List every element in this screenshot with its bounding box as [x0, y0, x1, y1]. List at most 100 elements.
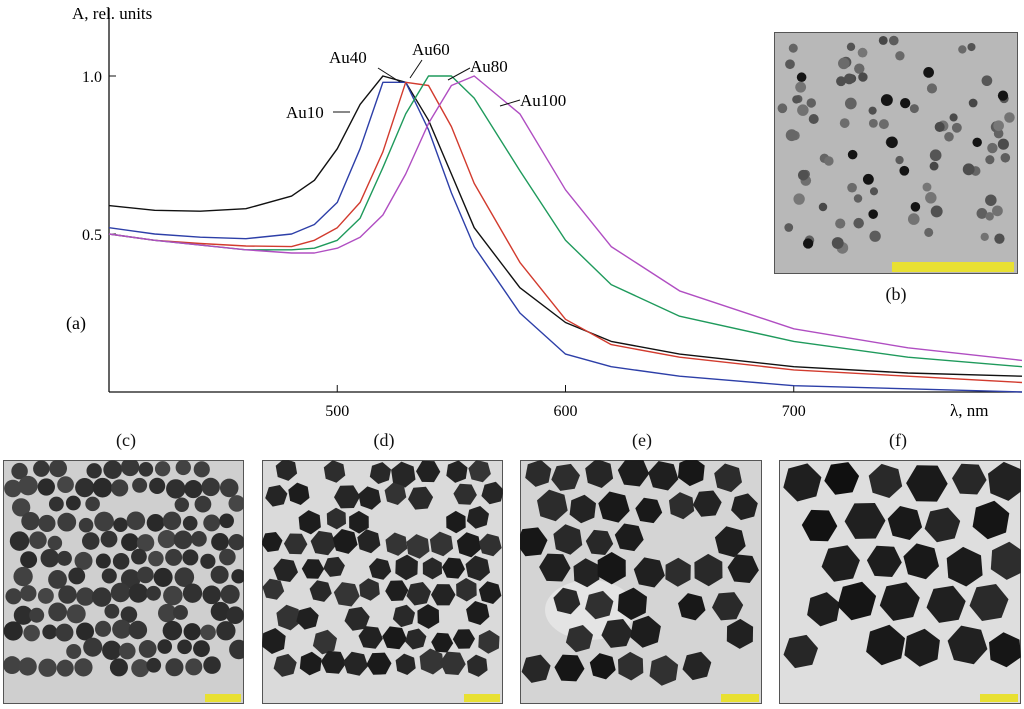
nanoparticle — [13, 605, 33, 625]
nanoparticle — [601, 619, 633, 648]
nanoparticle — [868, 106, 877, 115]
nanoparticle — [990, 541, 1024, 580]
nanoparticle — [525, 459, 552, 487]
panel-label-e: (e) — [632, 430, 652, 450]
nanoparticle — [980, 232, 989, 241]
nanoparticle — [121, 533, 139, 552]
nanoparticle — [310, 530, 337, 556]
y-axis-label: A, rel. units — [72, 4, 152, 23]
nanoparticle — [467, 654, 488, 677]
nanoparticle — [193, 640, 210, 658]
nanoparticle — [465, 555, 490, 581]
nanoparticle — [565, 625, 593, 653]
nanoparticle — [182, 583, 203, 603]
nanoparticle — [617, 587, 647, 620]
series-label-au40-leader — [377, 67, 401, 83]
nanoparticle — [56, 659, 74, 677]
nanoparticle — [326, 507, 346, 530]
nanoparticle — [226, 606, 245, 625]
nanoparticle — [446, 460, 468, 483]
nanoparticle — [839, 118, 850, 128]
series-label-au80-leader — [447, 67, 471, 81]
nanoparticle — [92, 477, 113, 498]
nanoparticle — [866, 624, 905, 666]
nanoparticle — [120, 569, 141, 589]
nanoparticle — [154, 461, 171, 477]
nanoparticle — [138, 640, 157, 658]
nanoparticle — [298, 510, 321, 535]
nanoparticle — [665, 557, 691, 587]
nanoparticle — [273, 653, 297, 677]
nanoparticle — [967, 42, 976, 52]
series-line-au40 — [108, 81, 1023, 393]
nanoparticle — [68, 567, 86, 585]
nanoparticle — [783, 634, 818, 669]
nanoparticle — [886, 136, 898, 149]
nanoparticle — [785, 129, 798, 142]
nanoparticle — [783, 463, 822, 502]
nanoparticle — [166, 479, 186, 499]
nanoparticle — [521, 654, 551, 683]
nanoparticle — [111, 479, 129, 497]
nanoparticle — [283, 533, 308, 555]
nanoparticle — [395, 653, 416, 675]
nanoparticle — [104, 603, 120, 619]
nanoparticle — [598, 491, 630, 523]
nanoparticle — [18, 657, 37, 676]
nanoparticle — [837, 581, 877, 621]
nanoparticle — [868, 463, 903, 498]
series-label-au80-text: Au80 — [470, 57, 508, 76]
nanoparticle — [924, 227, 934, 237]
nanoparticle — [112, 619, 132, 639]
nanoparticle — [617, 457, 650, 487]
nanoparticle — [431, 632, 454, 653]
tem-image-c — [2, 457, 249, 705]
nanoparticle — [821, 545, 860, 582]
nanoparticle — [857, 47, 868, 58]
series-label-au80: Au80 — [447, 57, 508, 81]
nanoparticle — [173, 605, 188, 620]
series-layer — [108, 75, 1023, 393]
nanoparticle — [358, 626, 383, 649]
nanoparticle — [309, 580, 332, 602]
scale-bar-f — [980, 694, 1018, 702]
nanoparticle — [200, 624, 216, 641]
nanoparticle — [78, 517, 94, 533]
tem-image-e-svg — [516, 456, 763, 705]
nanoparticle — [909, 104, 919, 114]
nanoparticle — [992, 205, 1003, 217]
nanoparticle — [573, 558, 600, 588]
nanoparticle — [989, 632, 1021, 668]
nanoparticle — [993, 120, 1004, 132]
nanoparticle — [120, 606, 138, 623]
nanoparticle — [962, 163, 975, 176]
nanoparticle — [802, 238, 814, 249]
nanoparticle — [838, 57, 850, 70]
nanoparticle — [907, 213, 920, 225]
nanoparticle — [174, 497, 190, 512]
nanoparticle — [74, 658, 93, 677]
nanoparticle — [930, 205, 943, 218]
nanoparticle — [75, 478, 95, 498]
nanoparticle-field-f — [783, 461, 1024, 669]
nanoparticle — [265, 485, 288, 507]
nanoparticle — [866, 545, 902, 577]
nanoparticle — [100, 530, 118, 548]
nanoparticle — [228, 534, 245, 551]
nanoparticle — [714, 463, 742, 493]
nanoparticle — [481, 481, 504, 505]
nanoparticle — [3, 621, 23, 641]
nanoparticle — [148, 550, 164, 567]
nanoparticle — [194, 495, 212, 513]
series-label-au10-text: Au10 — [286, 103, 324, 122]
nanoparticle — [101, 568, 117, 584]
series-line-au60 — [108, 81, 1023, 384]
nanoparticle — [408, 486, 434, 510]
nanoparticle — [868, 209, 878, 219]
nanoparticle — [94, 620, 112, 637]
nanoparticle — [1000, 153, 1011, 163]
nanoparticle — [785, 59, 795, 70]
nanoparticle — [792, 95, 801, 104]
nanoparticle — [994, 233, 1005, 244]
nanoparticle — [981, 75, 993, 87]
